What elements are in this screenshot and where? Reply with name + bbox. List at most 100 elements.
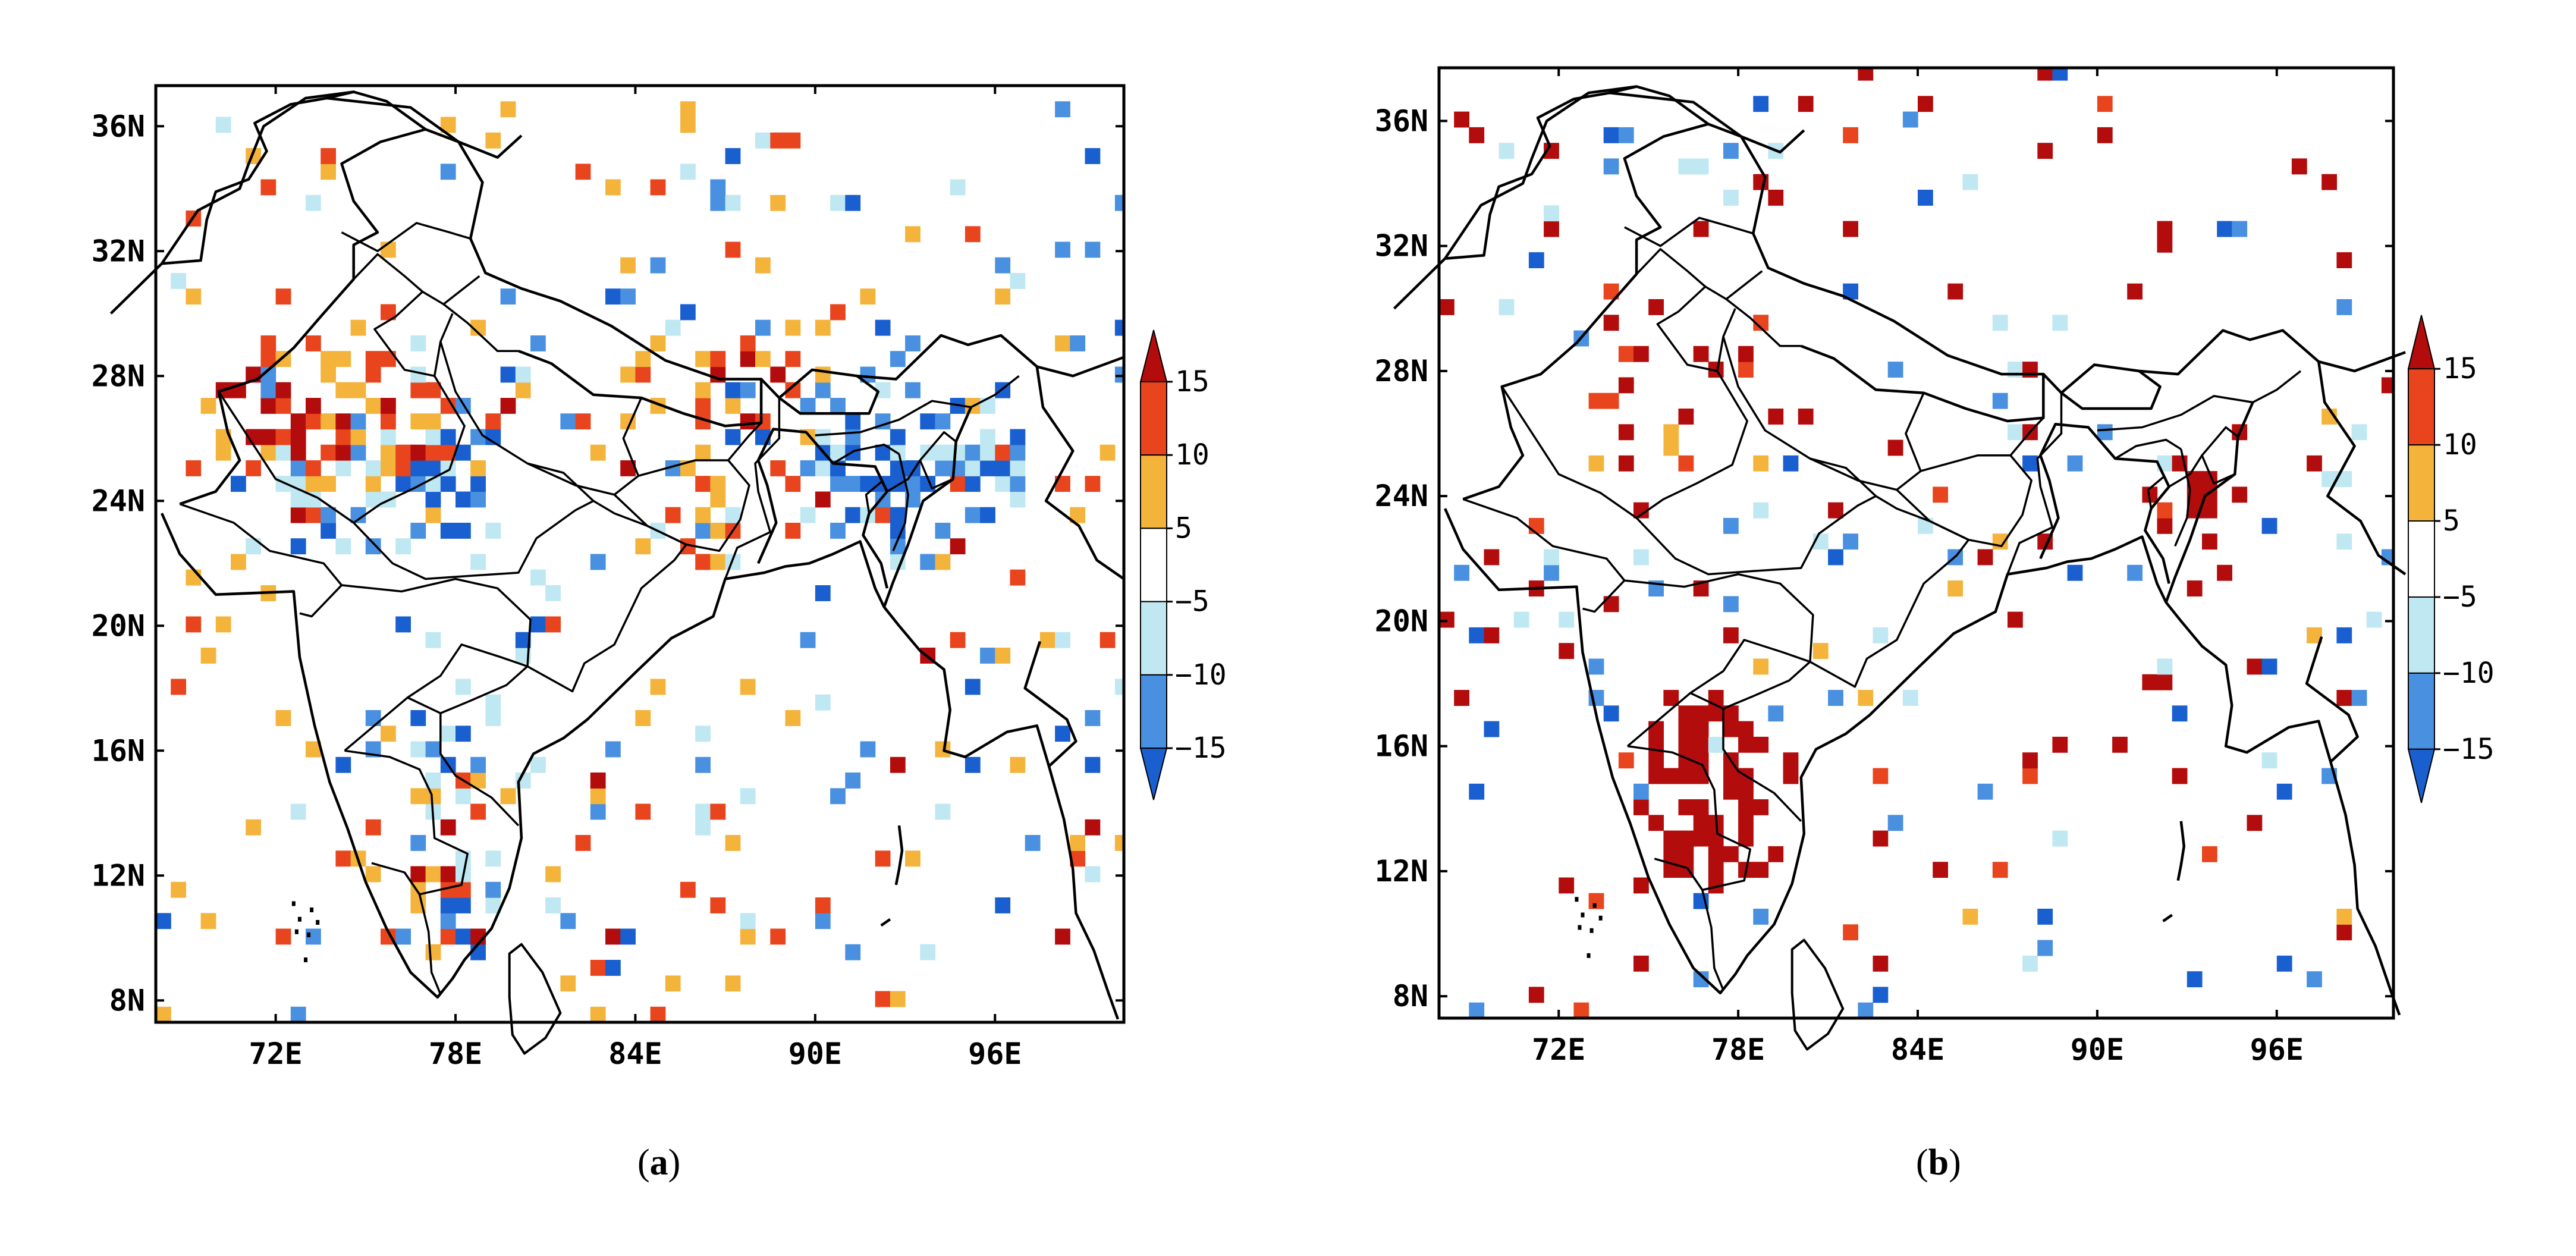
b-anomaly-cell-237 [1918, 190, 1933, 206]
a-anomaly-cell-391 [785, 351, 801, 368]
a-anomaly-cell-44 [455, 881, 471, 898]
b-anomaly-cell-15 [1753, 909, 1769, 925]
b-anomaly-cell-159 [2261, 517, 2277, 534]
panel-b-lat-axis: 36N 32N 28N 24N 20N 16N 12N 8N [1375, 103, 2393, 1013]
b-anomaly-cell-245 [1499, 143, 1515, 159]
a-anomaly-cell-50 [440, 866, 456, 883]
a-anomaly-cell-409 [1114, 319, 1124, 336]
a-anomaly-cell-445 [321, 164, 336, 180]
a-anomaly-cell-330 [920, 413, 936, 430]
a-anomaly-cell-425 [995, 257, 1011, 274]
a-anomaly-cell-95 [470, 756, 486, 773]
b-state-line-13 [1689, 661, 1811, 710]
a-anomaly-cell-275 [425, 444, 441, 461]
a-anomaly-cell-100 [1010, 756, 1026, 773]
a-anomaly-cell-93 [335, 756, 351, 773]
a-anomaly-cell-162 [290, 538, 306, 555]
b-anomaly-cell-48 [1887, 815, 1903, 831]
a-anomaly-cell-110 [440, 726, 456, 742]
a-state-line-12 [724, 398, 781, 580]
a-anomaly-cell-300 [381, 429, 396, 445]
a-state-line-17 [815, 375, 1020, 437]
b-anomaly-cell-81 [1678, 736, 1694, 753]
a-anomaly-cell-140 [1099, 632, 1116, 648]
a-anomaly-cell-120 [1085, 710, 1101, 726]
b-state-line-0 [1624, 216, 1754, 247]
b-anomaly-cell-34 [1723, 846, 1739, 862]
a-lon-label-96E: 96E [968, 1037, 1022, 1071]
b-anomaly-cell-86 [2052, 736, 2068, 753]
b-anomaly-cell-106 [1858, 690, 1874, 706]
b-anomaly-cell-37 [1663, 830, 1679, 847]
a-anomaly-cell-152 [231, 554, 246, 570]
a-anomaly-cell-416 [605, 288, 621, 305]
a-colorbar-label-4: −10 [1175, 658, 1227, 692]
a-anomaly-cell-156 [710, 554, 726, 570]
b-anomaly-cell-14 [2336, 924, 2352, 941]
b-anomaly-cell-231 [2157, 221, 2173, 237]
a-anomaly-cell-360 [740, 382, 756, 398]
a-anomaly-cell-289 [980, 444, 995, 461]
a-anomaly-cell-184 [306, 507, 321, 523]
a-anomaly-cell-67 [246, 819, 261, 836]
a-anomaly-cell-49 [425, 866, 441, 883]
a-anomaly-cell-177 [710, 523, 726, 539]
a-anomaly-cell-407 [815, 319, 831, 336]
a-anomaly-cell-192 [845, 507, 861, 523]
b-anomaly-cell-209 [1633, 346, 1649, 362]
a-anomaly-cell-259 [935, 460, 951, 476]
b-sri-lanka [1790, 938, 1845, 1051]
a-island-dot-6 [316, 920, 320, 925]
b-anomaly-cell-191 [2097, 424, 2113, 441]
a-anomaly-cell-164 [365, 538, 381, 555]
a-anomaly-cell-358 [695, 382, 711, 398]
b-anomaly-cell-36 [2202, 846, 2217, 862]
a-anomaly-cell-166 [635, 538, 651, 555]
a-anomaly-cell-92 [845, 773, 861, 789]
b-anomaly-cell-229 [1693, 221, 1709, 237]
a-state-line-5 [218, 375, 466, 524]
a-anomaly-cell-328 [845, 413, 861, 430]
b-anomaly-cell-210 [1693, 346, 1709, 362]
a-anomaly-cell-234 [995, 476, 1011, 492]
a-anomaly-cell-197 [980, 507, 995, 523]
b-anomaly-cell-83 [1708, 736, 1724, 753]
a-anomaly-cell-14 [920, 944, 936, 960]
a-anomaly-cell-62 [575, 835, 591, 851]
b-anomaly-cell-187 [1618, 424, 1634, 441]
b-state-line-1 [1635, 248, 1763, 300]
a-anomaly-cell-393 [260, 335, 277, 351]
panel-b-caption: (b) [1916, 1142, 1961, 1183]
a-anomaly-cell-13 [845, 944, 861, 960]
a-anomaly-cell-368 [321, 366, 336, 383]
a-anomaly-cell-70 [695, 819, 711, 836]
a-anomaly-cell-206 [710, 491, 726, 508]
b-anomaly-cell-50 [1633, 799, 1649, 815]
a-anomaly-cell-245 [395, 460, 411, 476]
a-anomaly-cell-292 [1099, 444, 1116, 461]
a-anomaly-cell-169 [950, 538, 966, 555]
b-anomaly-cell-0 [1469, 1002, 1485, 1018]
a-anomaly-cell-31 [740, 913, 756, 930]
a-anomaly-cell-28 [200, 913, 216, 930]
b-anomaly-cell-68 [1873, 768, 1889, 784]
a-anomaly-cell-190 [725, 507, 741, 523]
a-anomaly-cell-123 [171, 679, 186, 695]
a-colorbar-label-2: 5 [1175, 511, 1192, 545]
b-anomaly-cell-141 [2217, 564, 2232, 581]
b-anomaly-cell-113 [1753, 658, 1769, 675]
b-anomaly-cell-30 [1992, 862, 2008, 878]
a-anomaly-cell-303 [470, 429, 486, 445]
b-island-dot-3 [1587, 953, 1591, 958]
b-anomaly-cell-153 [2202, 533, 2217, 550]
b-anomaly-cell-84 [1738, 736, 1754, 753]
a-anomaly-cell-107 [860, 741, 876, 758]
b-anomaly-cell-82 [1693, 736, 1709, 753]
b-anomaly-cell-8 [1633, 955, 1649, 972]
a-anomaly-cell-113 [1055, 726, 1070, 742]
a-anomaly-cell-35 [455, 897, 471, 913]
a-anomaly-cell-364 [905, 382, 921, 398]
a-anomaly-cell-243 [365, 460, 381, 476]
a-anomaly-cell-216 [365, 476, 381, 492]
b-anomaly-cell-244 [2291, 158, 2307, 175]
